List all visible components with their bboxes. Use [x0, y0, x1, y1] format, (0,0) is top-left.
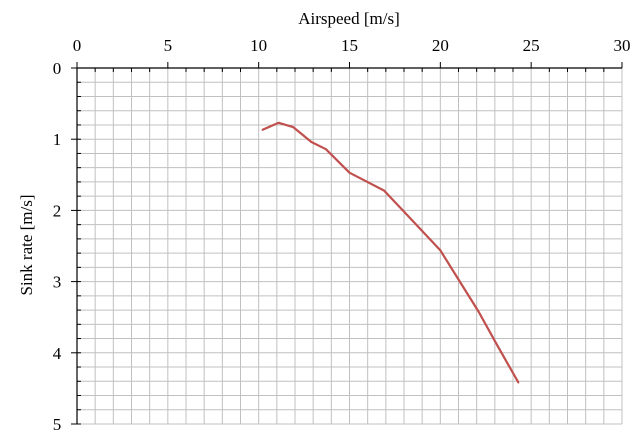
- y-tick-label: 2: [53, 201, 62, 220]
- data-point: [439, 249, 442, 252]
- data-point: [292, 126, 294, 128]
- x-axis: 0 5 10 15 20 25 30: [73, 36, 631, 72]
- series-group: [261, 121, 520, 384]
- x-tick-label: 30: [614, 36, 631, 55]
- y-tick-label: 0: [53, 59, 62, 78]
- data-point: [365, 180, 367, 183]
- x-tick-label: 15: [341, 36, 358, 55]
- data-point: [325, 148, 327, 150]
- x-tick-label: 5: [164, 36, 173, 55]
- data-point: [348, 171, 351, 174]
- y-tick-label: 5: [53, 415, 62, 433]
- y-tick-label: 3: [53, 273, 62, 292]
- x-tick-label: 0: [73, 36, 82, 55]
- data-point: [457, 278, 460, 281]
- y-tick-label: 1: [53, 130, 62, 149]
- x-tick-label: 20: [432, 36, 449, 55]
- data-point: [310, 141, 313, 143]
- data-point: [495, 343, 498, 346]
- data-point: [383, 189, 385, 192]
- data-point: [261, 129, 264, 131]
- x-tick-label: 10: [250, 36, 267, 55]
- series-line: [261, 121, 520, 384]
- data-point: [277, 122, 280, 124]
- data-point: [401, 208, 403, 211]
- x-axis-label: Airspeed [m/s]: [298, 9, 400, 28]
- y-tick-label: 4: [53, 344, 62, 363]
- x-tick-label: 25: [523, 36, 540, 55]
- grid: [76, 67, 623, 425]
- y-axis-label: Sink rate [m/s]: [17, 194, 36, 295]
- data-point: [517, 381, 520, 384]
- data-point: [477, 310, 480, 313]
- y-axis: 0 1 2 3 4 5: [53, 59, 81, 433]
